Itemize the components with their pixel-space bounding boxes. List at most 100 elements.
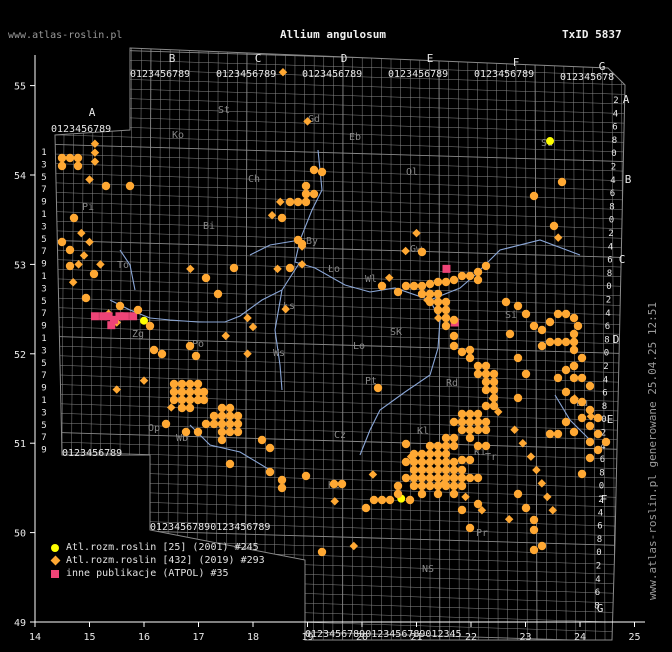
record-circle-marker	[301, 471, 311, 481]
map-title: Allium angulosum	[280, 28, 386, 41]
grid-digits: 0123456789	[62, 448, 122, 459]
grid-row-digit: 2	[613, 96, 618, 106]
grid-row-digit: 0	[609, 216, 614, 226]
record-circle-marker	[301, 181, 311, 191]
grid-line	[55, 489, 625, 508]
grid-row-digit: 4	[600, 442, 605, 452]
grid-column-letter: D	[341, 52, 348, 65]
grid-column-letter: C	[255, 52, 262, 65]
record-circle-marker	[277, 213, 287, 223]
diamond-marker-icon	[50, 555, 61, 566]
record-circle-marker	[225, 411, 235, 421]
grid-line	[55, 364, 625, 384]
record-circle-marker	[441, 305, 451, 315]
river-line	[119, 249, 136, 291]
record-circle-marker	[213, 289, 223, 299]
grid-row-letter: F	[601, 493, 608, 506]
grid-line	[55, 374, 625, 393]
record-circle-marker	[169, 387, 179, 397]
record-circle-marker	[585, 381, 595, 391]
record-circle-marker	[425, 279, 435, 289]
record-circle-marker	[569, 329, 579, 339]
grid-line	[477, 48, 479, 640]
region-label: Gw	[410, 244, 423, 255]
record-circle-marker	[225, 419, 235, 429]
record-circle-marker	[481, 401, 491, 411]
record-diamond-marker	[68, 278, 78, 287]
y-tick-label: 55	[14, 82, 26, 93]
record-diamond-marker	[349, 541, 359, 551]
record-circle-marker	[465, 425, 475, 435]
grid-row-digit: 2	[601, 429, 606, 439]
record-diamond-marker	[461, 492, 470, 502]
grid-row-digit: 1	[41, 272, 46, 282]
record-circle-marker	[441, 433, 451, 443]
grid-row-digit: 8	[612, 136, 617, 146]
record-circle-marker	[65, 153, 75, 163]
record-circle-marker	[465, 353, 475, 363]
grid-line	[303, 48, 305, 640]
record-diamond-marker	[90, 139, 100, 148]
grid-line	[438, 48, 441, 640]
record-circle-marker	[161, 419, 171, 429]
record-circle-marker	[361, 503, 371, 513]
record-circle-marker	[169, 395, 179, 405]
record-diamond-marker	[553, 233, 563, 242]
grid-row-digit: 6	[602, 389, 607, 399]
record-circle-marker	[417, 289, 427, 299]
record-circle-marker	[553, 337, 563, 347]
record-circle-marker	[233, 411, 243, 421]
grid-line	[55, 393, 625, 412]
x-tick-label: 19	[301, 632, 313, 643]
record-circle-marker	[546, 137, 555, 146]
record-circle-marker	[561, 365, 571, 375]
record-circle-marker	[201, 419, 211, 429]
record-circle-marker	[377, 495, 387, 505]
grid-row-digit: 2	[596, 562, 601, 572]
record-diamond-marker	[248, 322, 258, 332]
record-circle-marker	[193, 395, 203, 405]
record-circle-marker	[473, 425, 483, 435]
record-circle-marker	[489, 393, 499, 403]
grid-row-digit: 9	[41, 198, 46, 208]
grid-line	[55, 210, 625, 230]
grid-line	[55, 66, 625, 86]
record-circle-marker	[449, 341, 459, 351]
record-diamond-marker	[385, 273, 394, 283]
grid-line	[55, 114, 625, 134]
grid-row-digit: 3	[41, 222, 46, 232]
record-circle-marker	[449, 457, 459, 467]
grid-line	[55, 76, 625, 96]
record-circle-marker	[473, 361, 483, 371]
legend-item: inne publikacje (ATPOL) #35	[50, 567, 265, 580]
record-circle-marker	[449, 489, 459, 499]
record-circle-marker	[481, 417, 491, 427]
record-circle-marker	[417, 449, 427, 459]
record-circle-marker	[285, 263, 295, 273]
record-circle-marker	[537, 325, 547, 335]
record-circle-marker	[177, 403, 187, 413]
grid-line	[631, 40, 634, 645]
region-label: Rd	[446, 378, 458, 389]
record-circle-marker	[473, 441, 483, 451]
record-square-marker	[107, 321, 116, 330]
y-tick-label: 49	[14, 618, 26, 629]
record-circle-marker	[553, 429, 563, 439]
grid-line	[419, 48, 421, 640]
record-circle-marker	[489, 377, 499, 387]
record-circle-marker	[401, 281, 411, 291]
record-circle-marker	[489, 369, 499, 379]
grid-line	[284, 48, 286, 640]
record-circle-marker	[317, 547, 327, 557]
record-circle-marker	[193, 387, 203, 397]
grid-column-letter: E	[427, 52, 434, 65]
record-circle-marker	[425, 449, 435, 459]
record-circle-marker	[225, 427, 235, 437]
grid-row-digit: 6	[600, 455, 605, 465]
grid-row-digit: 6	[612, 123, 617, 133]
grid-digits: 012345678	[560, 72, 614, 83]
record-circle-marker	[473, 369, 483, 379]
record-circle-marker	[577, 373, 587, 383]
record-circle-marker	[457, 481, 467, 491]
grid-line	[55, 402, 625, 422]
